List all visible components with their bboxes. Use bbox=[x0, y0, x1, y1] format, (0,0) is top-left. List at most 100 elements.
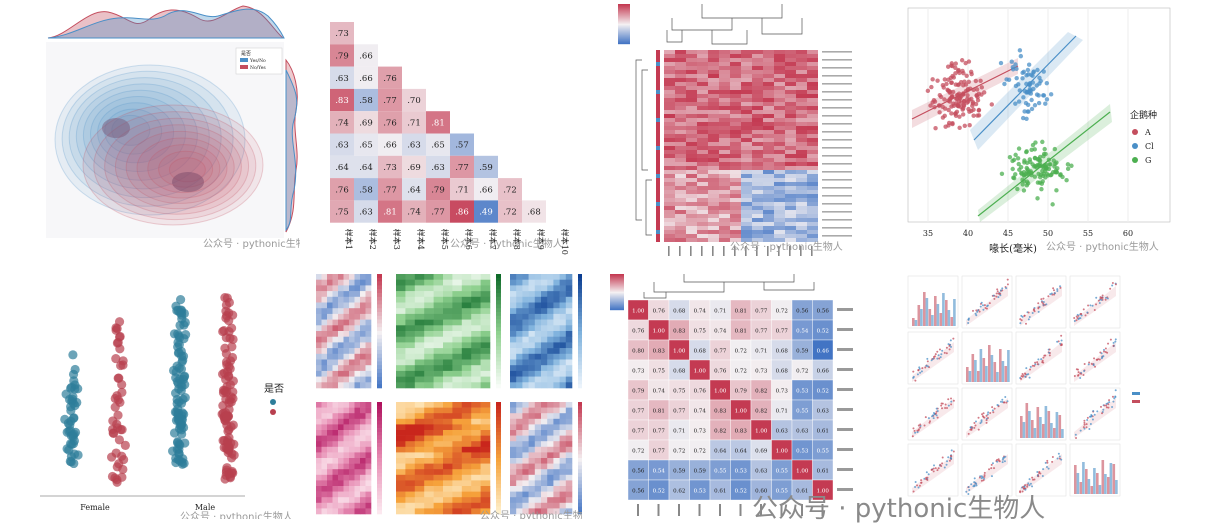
tick-label: 样本10 bbox=[560, 229, 570, 255]
heatmap-cell bbox=[547, 279, 554, 286]
heatmap-cell bbox=[796, 166, 807, 170]
hist-bar bbox=[1044, 406, 1048, 438]
heatmap-cell bbox=[338, 491, 344, 498]
heatmap-cell bbox=[534, 365, 542, 372]
marginal-blue bbox=[47, 8, 285, 39]
heatmap-cell bbox=[443, 469, 453, 476]
kde-contour bbox=[82, 104, 264, 226]
heatmap-cell bbox=[528, 336, 536, 343]
heatmap-cell bbox=[343, 348, 350, 355]
colorbar-segment bbox=[377, 384, 382, 389]
data-point bbox=[942, 97, 947, 102]
heatmap-cell bbox=[522, 353, 529, 360]
heatmap-cell bbox=[433, 348, 444, 355]
row-label bbox=[822, 91, 852, 93]
heatmap-cell bbox=[664, 186, 675, 190]
heatmap-cell bbox=[360, 279, 366, 286]
colorbar-segment bbox=[496, 312, 501, 317]
colorbar-segment bbox=[618, 14, 630, 16]
heatmap-cell bbox=[796, 114, 807, 118]
data-point bbox=[948, 348, 951, 351]
data-point bbox=[221, 348, 231, 359]
colorbar-segment bbox=[610, 304, 624, 306]
cell-value: 0.62 bbox=[673, 489, 685, 495]
heatmap-cell bbox=[327, 469, 333, 476]
clustermap-chart bbox=[618, 4, 852, 256]
data-point bbox=[66, 457, 76, 467]
heatmap-cell bbox=[774, 82, 785, 86]
data-point bbox=[173, 404, 183, 414]
data-point bbox=[1092, 409, 1095, 412]
heatmap-cell bbox=[553, 469, 560, 476]
heatmap-cell bbox=[396, 418, 406, 425]
heatmap-cell bbox=[752, 82, 763, 86]
heatmap-cell bbox=[752, 130, 763, 134]
data-point bbox=[1045, 465, 1048, 468]
heatmap-cell bbox=[433, 452, 444, 459]
heatmap-cell bbox=[510, 463, 517, 470]
colorbar-segment bbox=[610, 305, 624, 307]
heatmap-cell bbox=[807, 98, 818, 102]
heatmap-cell bbox=[452, 418, 463, 425]
heatmap-cell bbox=[316, 296, 322, 303]
cell-value: .83 bbox=[335, 96, 349, 106]
heatmap-cell bbox=[774, 86, 785, 90]
colorbar-segment bbox=[496, 402, 501, 407]
heatmap-cell bbox=[461, 402, 472, 408]
heatmap-cell bbox=[321, 407, 328, 414]
heatmap-cell bbox=[433, 274, 444, 280]
heatmap-cell bbox=[785, 66, 796, 70]
heatmap-cell bbox=[697, 214, 708, 218]
heatmap-cell bbox=[414, 365, 425, 372]
row-label bbox=[822, 123, 852, 125]
data-point bbox=[1052, 287, 1055, 290]
data-point bbox=[923, 477, 926, 480]
colorbar-segment bbox=[377, 312, 382, 317]
heatmap-cell bbox=[807, 102, 818, 106]
data-point bbox=[967, 321, 970, 324]
data-point bbox=[1027, 157, 1033, 162]
data-point bbox=[996, 403, 999, 406]
colorbar-segment bbox=[377, 435, 382, 440]
heatmap-cell bbox=[686, 62, 697, 66]
heatmap-cell bbox=[354, 502, 361, 509]
heatmap-cell bbox=[349, 325, 355, 332]
data-point bbox=[117, 387, 127, 397]
heatmap-cell bbox=[522, 407, 529, 414]
heatmap-cell bbox=[316, 342, 322, 349]
data-point bbox=[952, 450, 955, 453]
heatmap-cell bbox=[541, 502, 548, 509]
heatmap-cell bbox=[480, 463, 491, 470]
heatmap-cell bbox=[461, 469, 472, 476]
heatmap-cell bbox=[541, 480, 548, 487]
strip-plot-panel: Female Male 是否 公众号 · pythonic生物人 bbox=[30, 270, 302, 519]
row-color bbox=[656, 218, 660, 222]
heatmap-cell bbox=[686, 198, 697, 202]
heatmap-cell bbox=[741, 226, 752, 230]
hist-bar bbox=[1061, 429, 1064, 438]
heatmap-cell bbox=[774, 174, 785, 178]
heatmap-cell bbox=[433, 413, 444, 420]
heatmap-cell bbox=[565, 491, 573, 498]
data-point bbox=[1037, 180, 1043, 185]
heatmap-cell bbox=[424, 502, 434, 509]
heatmap-cell bbox=[443, 302, 453, 309]
heatmap-cell bbox=[719, 98, 730, 102]
heatmap-cell bbox=[522, 452, 529, 459]
heatmap-cell bbox=[516, 365, 523, 372]
data-point bbox=[1048, 351, 1051, 354]
heatmap-cell bbox=[719, 150, 730, 154]
heatmap-cell bbox=[675, 146, 686, 150]
heatmap-cell bbox=[452, 325, 463, 332]
heatmap-cell bbox=[719, 70, 730, 74]
data-point bbox=[1031, 364, 1034, 367]
heatmap-cell bbox=[664, 226, 675, 230]
legend-label: A bbox=[1144, 128, 1151, 137]
heatmap-cell bbox=[763, 66, 774, 70]
data-point bbox=[941, 456, 944, 459]
data-point bbox=[1045, 303, 1048, 306]
cell-value: 0.46 bbox=[817, 349, 830, 355]
heatmap-cell bbox=[807, 218, 818, 222]
heatmap-cell bbox=[316, 274, 322, 280]
heatmap-cell bbox=[741, 130, 752, 134]
